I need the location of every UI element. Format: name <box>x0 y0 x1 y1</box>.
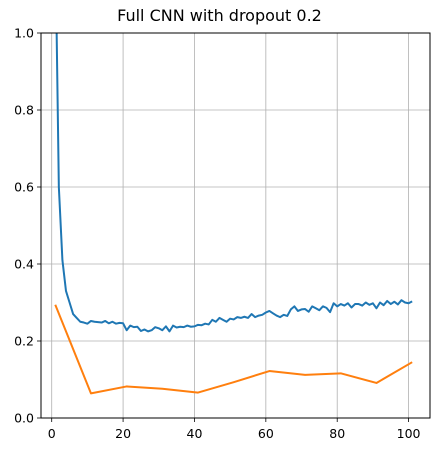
y-tick-label: 0.8 <box>14 103 34 118</box>
x-tick-label: 80 <box>329 426 345 441</box>
series-line-1 <box>55 33 413 333</box>
series-layer <box>54 33 413 395</box>
y-tick-label: 0.4 <box>14 257 34 272</box>
x-tick-label: 20 <box>115 426 131 441</box>
chart-title: Full CNN with dropout 0.2 <box>117 6 322 25</box>
series-line-2 <box>54 304 413 395</box>
y-tick-label: 1.0 <box>14 26 34 41</box>
x-tick-label: 40 <box>187 426 203 441</box>
y-tick-label: 0.6 <box>14 180 34 195</box>
x-tick-label: 100 <box>397 426 421 441</box>
y-tick-label: 0.0 <box>14 411 34 426</box>
x-tick-label: 0 <box>48 426 56 441</box>
tick-layer: 0 20 40 60 80 100 0.0 0.2 0.4 0.6 0.8 1.0 <box>14 26 420 442</box>
y-tick-label: 0.2 <box>14 334 34 349</box>
grid <box>41 32 430 419</box>
plot-frame <box>40 32 431 419</box>
x-tick-label: 60 <box>258 426 274 441</box>
